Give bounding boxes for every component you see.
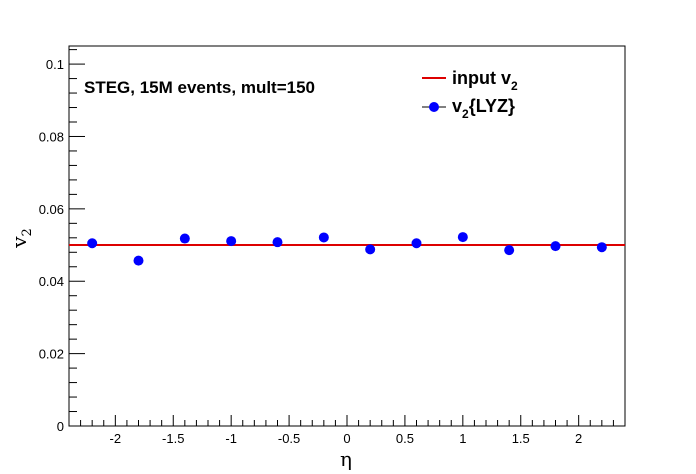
legend-label-lyz-rest: {LYZ} [469,96,515,116]
lyz-point [226,236,237,247]
lyz-point [504,245,515,256]
lyz-point [365,244,376,255]
lyz-point [457,232,468,243]
x-tick-label: 1.5 [512,431,530,446]
lyz-point [596,242,607,253]
axis-ticks [68,49,626,427]
plot-frame [68,45,626,427]
y-axis-title-base: v [7,236,31,249]
lyz-point [133,255,144,266]
y-tick-label: 0.04 [39,274,64,289]
lyz-point [318,232,329,243]
lyz-point [272,237,283,248]
x-tick-label: 0.5 [396,431,414,446]
legend-label-lyz: v2{LYZ} [452,96,515,121]
lyz-point [411,238,422,249]
y-axis-title-sub: 2 [20,228,35,236]
legend-marker-swatch [429,102,439,112]
legend-label-input: input v2 [452,68,518,93]
y-tick-label: 0.02 [39,347,64,362]
axis-tick-labels: -2 -1.5 -1 -0.5 0 0.5 1 1.5 2 0 0.02 0.04 0.06 0.08 0.… [39,57,583,446]
y-tick-label: 0.08 [39,129,64,144]
y-tick-label: 0 [57,419,64,434]
x-tick-label: -2 [110,431,122,446]
x-tick-label: 1 [459,431,466,446]
legend-label-lyz-sub: 2 [462,107,469,121]
legend-label-input-sub: 2 [511,79,518,93]
x-tick-label: -1.5 [162,431,184,446]
lyz-point [87,238,98,249]
lyz-point [550,241,561,252]
x-tick-label: -1 [225,431,237,446]
series-layer [69,232,625,266]
x-axis-title: η [340,447,352,471]
y-tick-label: 0.1 [46,57,64,72]
y-axis-title: v2 [7,228,35,249]
lyz-point [179,233,190,244]
chart-annotation: STEG, 15M events, mult=150 [84,78,315,97]
x-tick-label: 2 [575,431,582,446]
legend-label-input-base: input v [452,68,511,88]
legend: input v2 v2{LYZ} [422,68,518,121]
legend-label-lyz-base: v [452,96,462,116]
x-tick-label: 0 [343,431,350,446]
y-tick-label: 0.06 [39,202,64,217]
x-tick-label: -0.5 [278,431,300,446]
